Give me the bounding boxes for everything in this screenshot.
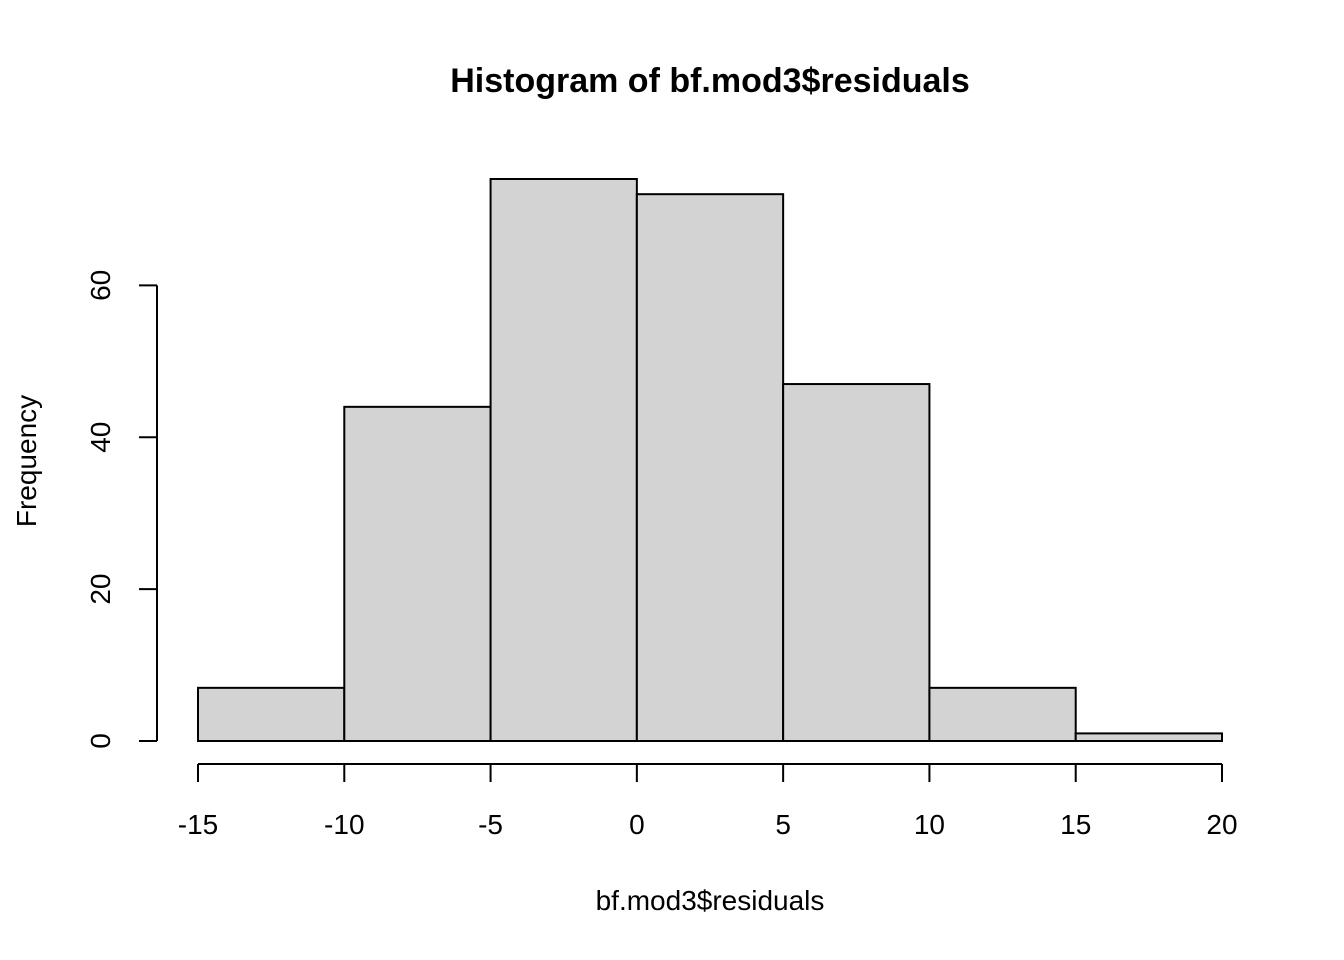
y-tick-label: 60 [85, 270, 116, 301]
chart-title: Histogram of bf.mod3$residuals [450, 62, 970, 100]
histogram-bar [635, 193, 785, 742]
y-axis: 0 20 40 60 [85, 270, 158, 749]
histogram-bar [1074, 732, 1223, 742]
bars-group [197, 178, 1223, 742]
y-tick-label: 40 [85, 422, 116, 453]
x-tick-label: 10 [914, 809, 945, 840]
x-tick-label: 15 [1060, 809, 1091, 840]
x-tick-label: 0 [629, 809, 645, 840]
x-tick-label: -5 [478, 809, 503, 840]
histogram-bar [928, 686, 1077, 742]
histogram-bar [489, 178, 638, 742]
x-axis-label: bf.mod3$residuals [596, 885, 825, 916]
x-tick-label: 20 [1206, 809, 1237, 840]
histogram-bar [782, 383, 931, 742]
y-tick-label: 0 [85, 733, 116, 749]
histogram-bar [343, 405, 492, 742]
y-axis-label: Frequency [11, 395, 42, 527]
x-tick-label: -10 [324, 809, 364, 840]
x-tick-label: 5 [775, 809, 791, 840]
y-tick-label: 20 [85, 574, 116, 605]
x-axis: -15 -10 -5 0 5 10 15 20 [178, 763, 1238, 840]
x-tick-label: -15 [178, 809, 218, 840]
histogram-bar [197, 686, 346, 742]
